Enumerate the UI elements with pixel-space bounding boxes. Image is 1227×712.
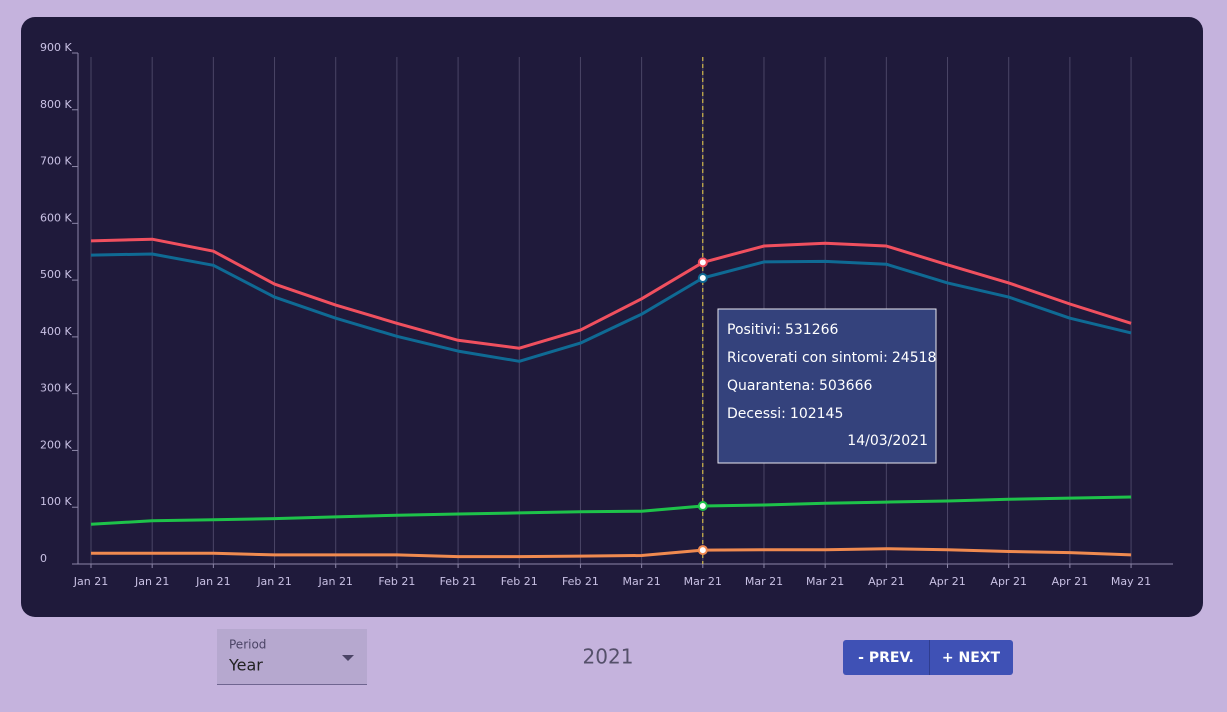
prev-label: - PREV. [858, 650, 914, 666]
tooltip-row: Ricoverati con sintomi: 24518 [727, 350, 936, 366]
tooltip-label: Ricoverati con sintomi: [727, 350, 888, 366]
x-tick-label: Feb 21 [501, 575, 538, 588]
tooltip-row: Quarantena: 503666 [727, 378, 872, 394]
x-tick-label: Jan 21 [195, 575, 230, 588]
x-tick-label: Jan 21 [317, 575, 352, 588]
x-tick-label: Jan 21 [73, 575, 108, 588]
tooltip-row: Positivi: 531266 [727, 322, 839, 338]
select-value: Year [228, 656, 263, 675]
hover-point [697, 545, 708, 556]
x-tick-label: Apr 21 [929, 575, 966, 588]
series-line [90, 237, 1132, 350]
y-tick-label: 100 K [40, 495, 72, 508]
series-line [90, 495, 1132, 526]
y-tick-label: 0 [40, 552, 47, 565]
x-tick-label: Mar 21 [684, 575, 722, 588]
y-tick-label: 400 K [40, 325, 72, 338]
tooltip-box [717, 308, 937, 464]
x-tick-label: Apr 21 [868, 575, 905, 588]
tooltip-value: 102145 [790, 406, 843, 422]
y-tick-label: 900 K [40, 41, 72, 54]
x-tick-label: May 21 [1111, 575, 1151, 588]
chart-card [21, 17, 1203, 617]
hover-point [697, 257, 708, 268]
y-tick-label: 600 K [40, 211, 72, 224]
x-tick-label: Mar 21 [622, 575, 660, 588]
y-tick-label: 200 K [40, 438, 72, 451]
x-tick-label: Jan 21 [134, 575, 169, 588]
select-label: Period [229, 638, 266, 652]
year-label: 2021 [583, 645, 634, 669]
y-tick-label: 700 K [40, 155, 72, 168]
tooltip-date: 14/03/2021 [847, 433, 928, 449]
x-tick-label: Feb 21 [562, 575, 599, 588]
y-tick-label: 500 K [40, 268, 72, 281]
tooltip-label: Positivi: [727, 322, 781, 338]
tooltip-row: Decessi: 102145 [727, 406, 843, 422]
tooltip-value: 531266 [785, 322, 839, 338]
x-tick-label: Mar 21 [745, 575, 783, 588]
hover-point [697, 273, 708, 284]
y-tick-label: 300 K [40, 382, 72, 395]
plot: Jan 21 Jan 21 Jan 21 Jan 21 Jan 21 Feb 21 Feb … [40, 41, 1173, 588]
series-line [90, 252, 1132, 363]
x-tick-label: Apr 21 [990, 575, 1027, 588]
x-tick-label: Apr 21 [1052, 575, 1089, 588]
button-bg [843, 640, 1013, 675]
select-arrow [342, 655, 354, 661]
period-select[interactable]: Period Year [217, 629, 367, 685]
x-tick-label: Feb 21 [378, 575, 415, 588]
x-tick-label: Mar 21 [806, 575, 844, 588]
tooltip: Positivi: 531266 Ricoverati con sintomi: 24… [717, 308, 937, 464]
tooltip-value: 503666 [819, 378, 873, 394]
tooltip-value: 24518 [892, 350, 937, 366]
tooltip-label: Decessi: [727, 406, 786, 422]
next-label: + NEXT [942, 650, 1001, 666]
tooltip-label: Quarantena: [727, 378, 815, 394]
x-tick-label: Jan 21 [256, 575, 291, 588]
y-tick-label: 800 K [40, 98, 72, 111]
series-line [91, 547, 1132, 559]
select-box[interactable] [217, 629, 367, 685]
x-tick-label: Feb 21 [440, 575, 477, 588]
nav-buttons: - PREV. + NEXT [843, 640, 1013, 675]
hover-point [697, 501, 708, 512]
